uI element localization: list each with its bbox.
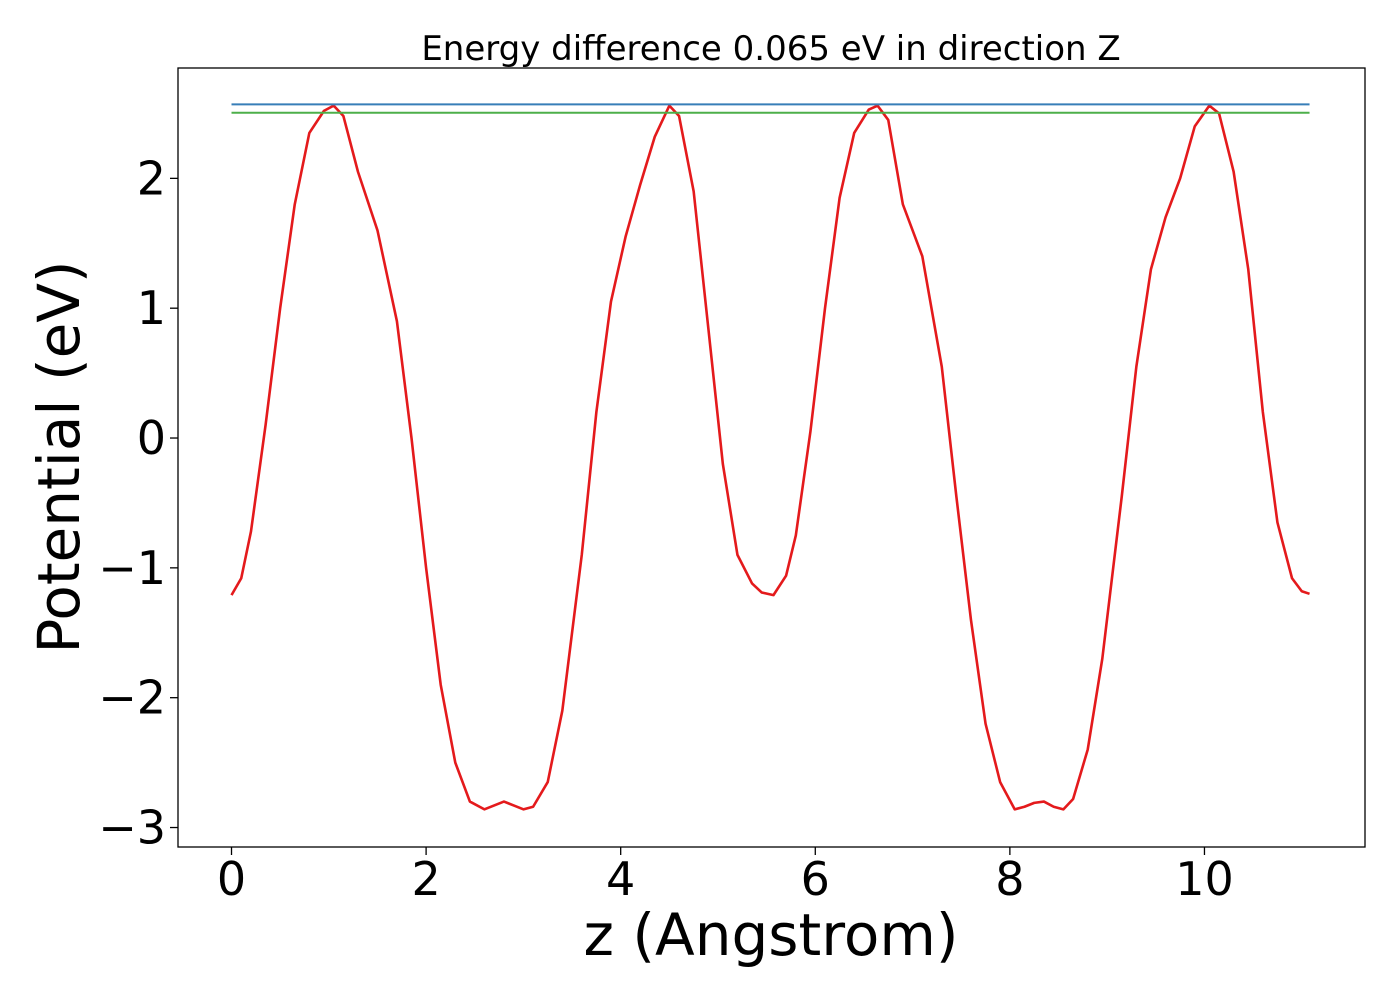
y-axis-ticks: −3 −2 −1 0 1 2 bbox=[98, 151, 178, 855]
x-tick-label: 10 bbox=[1175, 852, 1234, 906]
y-tick-label: −3 bbox=[98, 801, 166, 855]
x-tick-label: 6 bbox=[801, 852, 830, 906]
y-tick-label: 0 bbox=[137, 411, 166, 465]
x-tick-label: 0 bbox=[217, 852, 246, 906]
x-axis-label: z (Angstrom) bbox=[584, 901, 959, 969]
y-axis-label: Potential (eV) bbox=[25, 260, 93, 653]
x-axis-ticks: 0 2 4 6 8 10 bbox=[217, 847, 1234, 906]
series-line-potential bbox=[230, 104, 1310, 811]
x-tick-label: 2 bbox=[411, 852, 440, 906]
y-tick-label: 2 bbox=[137, 151, 166, 205]
y-tick-label: 1 bbox=[137, 281, 166, 335]
x-tick-label: 8 bbox=[995, 852, 1024, 906]
chart-title: Energy difference 0.065 eV in direction … bbox=[421, 29, 1120, 69]
x-tick-label: 4 bbox=[606, 852, 635, 906]
y-tick-label: −2 bbox=[98, 671, 166, 725]
plot-frame bbox=[177, 67, 1366, 848]
y-tick-label: −1 bbox=[98, 541, 166, 595]
series-layer bbox=[230, 103, 1310, 811]
